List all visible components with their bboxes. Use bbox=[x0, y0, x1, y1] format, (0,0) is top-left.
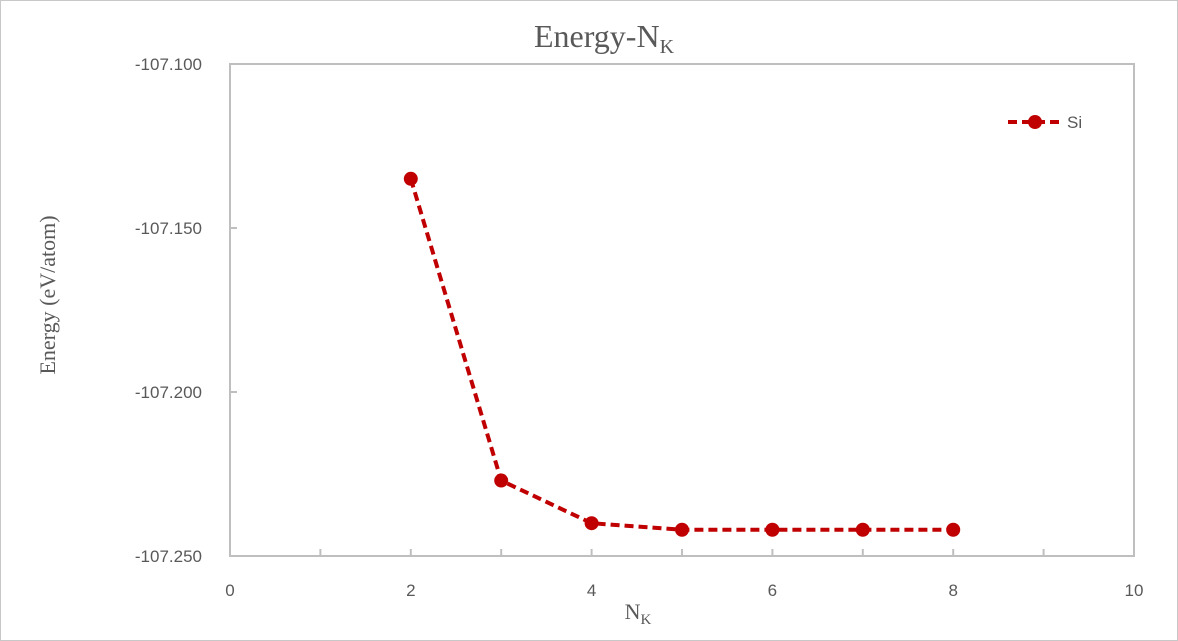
y-tick-label: -107.150 bbox=[135, 219, 202, 238]
x-tick-label: 8 bbox=[948, 581, 957, 600]
plot-border bbox=[229, 63, 1135, 557]
y-tick-label: -107.200 bbox=[135, 383, 202, 402]
data-point-marker bbox=[584, 516, 599, 531]
legend-label-si: Si bbox=[1067, 113, 1082, 132]
x-tick-label: 4 bbox=[587, 581, 596, 600]
x-tick-label: 0 bbox=[225, 581, 234, 600]
y-axis-ticks: -107.100 -107.150 -107.200 -107.250 bbox=[135, 55, 237, 566]
legend-marker-icon bbox=[1028, 115, 1042, 129]
x-tick-label: 10 bbox=[1125, 581, 1144, 600]
data-point-marker bbox=[946, 522, 961, 537]
series-si bbox=[403, 171, 961, 537]
data-point-marker bbox=[675, 522, 689, 537]
data-point-marker bbox=[494, 473, 509, 488]
series-line bbox=[408, 178, 954, 532]
y-axis-label: Energy (eV/atom) bbox=[35, 215, 60, 374]
x-tick-label: 2 bbox=[406, 581, 415, 600]
data-point-marker bbox=[855, 522, 870, 537]
y-tick-label: -107.250 bbox=[135, 547, 202, 566]
data-point-marker bbox=[403, 171, 418, 186]
x-axis-ticks: 0 2 4 6 8 10 bbox=[225, 549, 1143, 600]
plot-area: 0 2 4 6 8 10 -107.100 -107.150 -107.200 -107.250 bbox=[135, 55, 1144, 600]
data-point-marker bbox=[765, 522, 780, 537]
x-axis-label: NK bbox=[625, 599, 652, 628]
x-tick-label: 6 bbox=[768, 581, 777, 600]
chart-title: Energy-NK bbox=[534, 18, 675, 58]
legend: Si bbox=[1008, 113, 1082, 132]
y-tick-label: -107.100 bbox=[135, 55, 202, 74]
